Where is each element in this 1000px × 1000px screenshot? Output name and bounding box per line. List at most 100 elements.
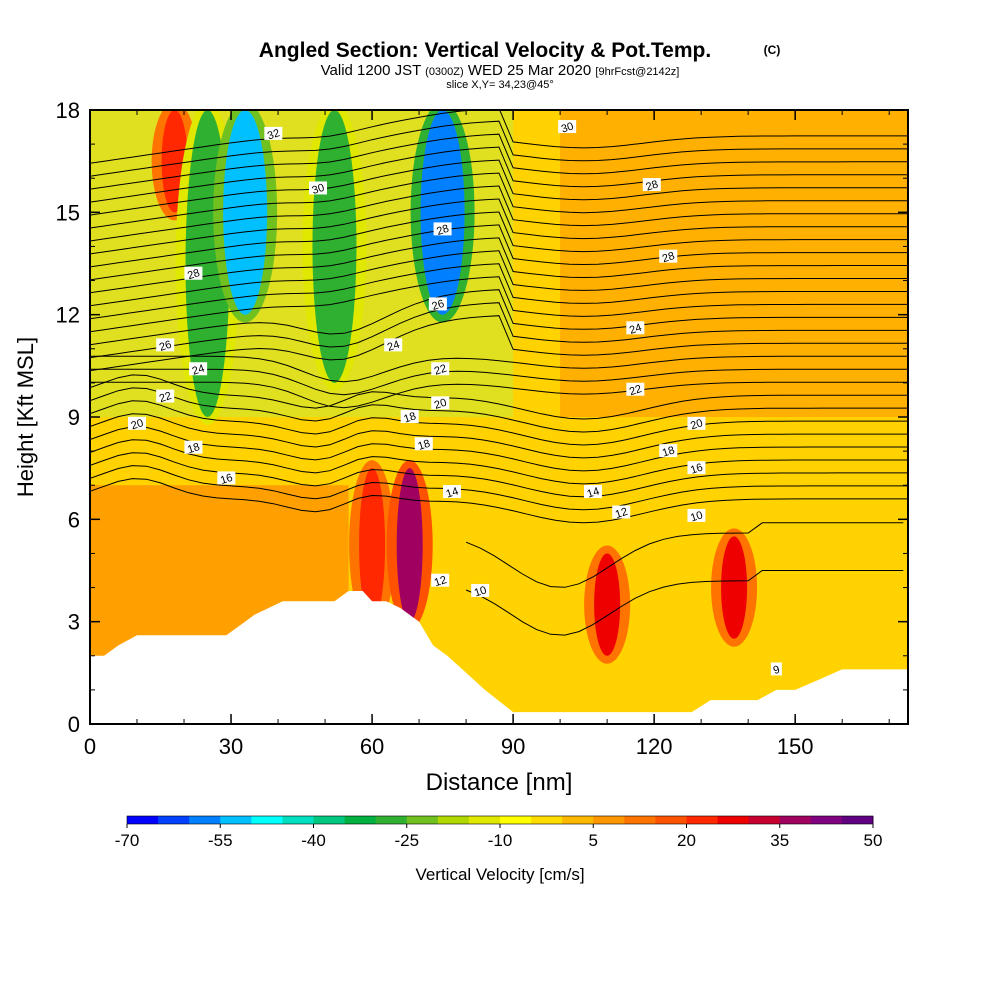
x-tick-label: 0 [84,734,96,759]
colorbar-swatch [158,816,190,824]
y-tick-label: 18 [56,98,80,123]
contour-label: 22 [431,362,450,378]
colorbar-tick-label: -25 [394,831,419,850]
velocity-feature [312,110,357,383]
contour-label: 28 [184,266,203,282]
pot-temp-contour [90,381,908,409]
plot-area: 32 30 30 28 28 28 28 26 26 24 24 24 22 22 22 20 20 20 18 18… [90,110,908,724]
colorbar-swatch [531,816,563,824]
pot-temp-contour [90,439,908,485]
svg-text:16: 16 [689,462,704,477]
colorbar-swatch [220,816,252,824]
svg-text:14: 14 [586,485,601,500]
velocity-feature [721,536,748,639]
colorbar-swatch [282,816,314,824]
pot-temp-contour [90,387,908,433]
pot-temp-contour [90,302,908,359]
pot-temp-contour [90,172,908,229]
pot-temp-contour [90,110,908,164]
pot-temp-contours [90,110,908,636]
svg-text:12: 12 [614,506,629,521]
pot-temp-contour [90,413,908,459]
pot-temp-contour [90,211,908,268]
velocity-feature [223,110,268,315]
colorbar-tick-label: -40 [301,831,326,850]
contour-label: 32 [264,126,283,142]
y-tick-label: 0 [68,712,80,737]
colorbar-label: Vertical Velocity [cm/s] [415,865,584,884]
x-tick-label: 150 [777,734,814,759]
svg-text:9: 9 [772,664,782,677]
contour-label: 16 [217,471,236,487]
pot-temp-contour [90,276,908,333]
colorbar-swatch [468,816,501,824]
svg-text:28: 28 [661,250,676,265]
contour-label: 18 [184,440,203,456]
colorbar-swatch [127,816,159,824]
pot-temp-contour [90,289,908,346]
contour-label: 28 [433,222,452,238]
svg-text:28: 28 [186,267,201,282]
contour-label: 22 [626,382,645,398]
svg-text:30: 30 [560,120,575,135]
svg-text:22: 22 [433,363,448,378]
x-tick-label: 30 [219,734,243,759]
svg-text:32: 32 [266,127,281,142]
pot-temp-contour [90,400,908,446]
y-tick-label: 9 [68,405,80,430]
y-tick-label: 15 [56,200,80,225]
axes: 0 30 60 90 120 150 0 3 6 9 12 15 18 [56,98,908,759]
contour-label: 20 [431,396,450,412]
colorbar: -70 -55 -40 -25 -10 5 20 35 50 [115,815,882,850]
x-tick-label: 60 [360,734,384,759]
pot-temp-contour [90,185,908,242]
svg-text:10: 10 [473,584,488,599]
svg-text:22: 22 [158,390,173,405]
colorbar-swatch [437,816,470,824]
svg-text:18: 18 [402,410,417,425]
contour-label: 12 [431,573,450,589]
y-tick-label: 6 [68,507,80,532]
colorbar-swatch [189,816,221,824]
contour-label: 10 [471,583,490,600]
pot-temp-contour [90,224,908,281]
x-axis-label: Distance [nm] [426,769,573,796]
colorbar-swatch [748,816,781,824]
svg-text:18: 18 [416,438,431,453]
contour-label: 24 [384,338,403,354]
contour-label: 10 [687,508,706,524]
contour-label: 28 [642,178,661,194]
contour-label: 28 [659,249,678,265]
pot-temp-contour [90,198,908,255]
velocity-feature [396,468,423,622]
subtitle-zulu: (0300Z) [425,66,464,78]
chart-slice-label: slice X,Y= 34,23@45° [446,79,554,91]
y-tick-label: 3 [68,610,80,635]
colorbar-swatch [686,816,719,824]
svg-text:22: 22 [628,383,643,398]
pot-temp-contour [90,146,908,203]
svg-text:20: 20 [689,417,704,432]
svg-text:24: 24 [191,363,206,378]
pot-temp-contour [465,522,904,588]
colorbar-swatch [251,816,283,824]
contour-label: 24 [189,362,208,378]
colorbar-swatch [593,816,625,824]
y-tick-label: 12 [56,303,80,328]
pot-temp-contour [90,465,908,511]
chart-subtitle: Valid 1200 JST (0300Z) WED 25 Mar 2020 [… [321,62,680,79]
contour-label: 14 [584,485,603,501]
colorbar-swatch [562,816,594,824]
svg-text:20: 20 [130,417,145,432]
colorbar-swatch [344,816,377,824]
colorbar-tick-label: -10 [488,831,513,850]
colorbar-swatch [375,816,408,824]
contour-label: 9 [770,662,782,677]
svg-text:24: 24 [386,339,401,354]
contour-label: 20 [687,416,706,432]
colorbar-swatch [313,816,346,824]
pot-temp-contour [90,159,908,216]
svg-text:14: 14 [445,485,460,500]
y-axis-label: Height [Kft MSL] [13,337,38,497]
subtitle-forecast: [9hrFcst@2142z] [595,66,679,78]
